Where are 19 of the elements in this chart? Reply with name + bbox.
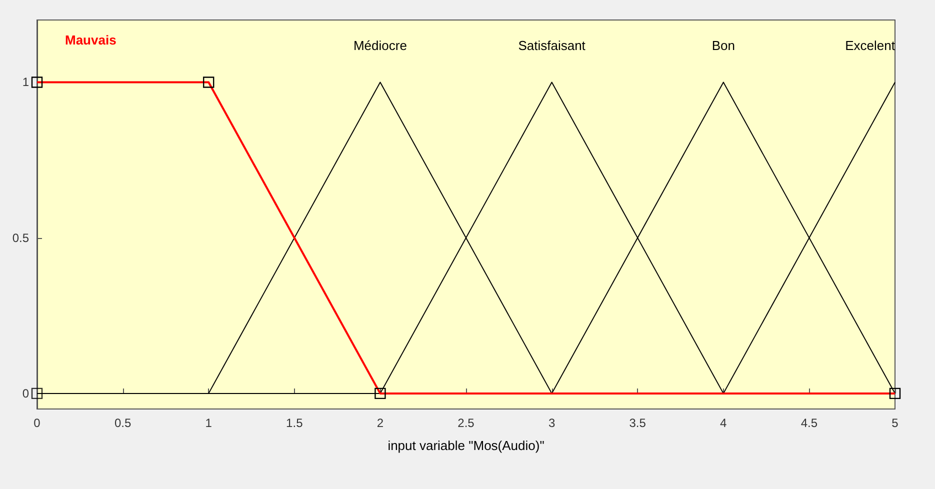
text: Mauvais [65,32,116,48]
y-tick-label: 1 [22,75,30,90]
x-tick-label: 3.5 [629,416,646,430]
text: Satisfaisant [518,38,586,54]
x-tick-label: 4.5 [800,416,818,430]
text: Médiocre [353,38,407,54]
x-tick-label: 1.5 [286,416,304,430]
text: Bon [712,38,735,54]
x-tick-label: 5 [892,416,899,430]
x-tick-label: 0.5 [114,416,132,430]
y-tick-label: 0.5 [12,230,30,245]
x-tick-label: 2.5 [458,416,475,430]
x-tick-label: 0 [34,416,41,430]
x-tick-label: 1 [205,416,212,430]
x-axis-title: input variable "Mos(Audio)" [388,438,545,453]
x-tick-label: 4 [720,416,728,430]
x-tick-label: 2 [376,416,384,430]
y-tick-label: 0 [22,386,30,400]
x-tick-label: 3 [548,416,556,430]
